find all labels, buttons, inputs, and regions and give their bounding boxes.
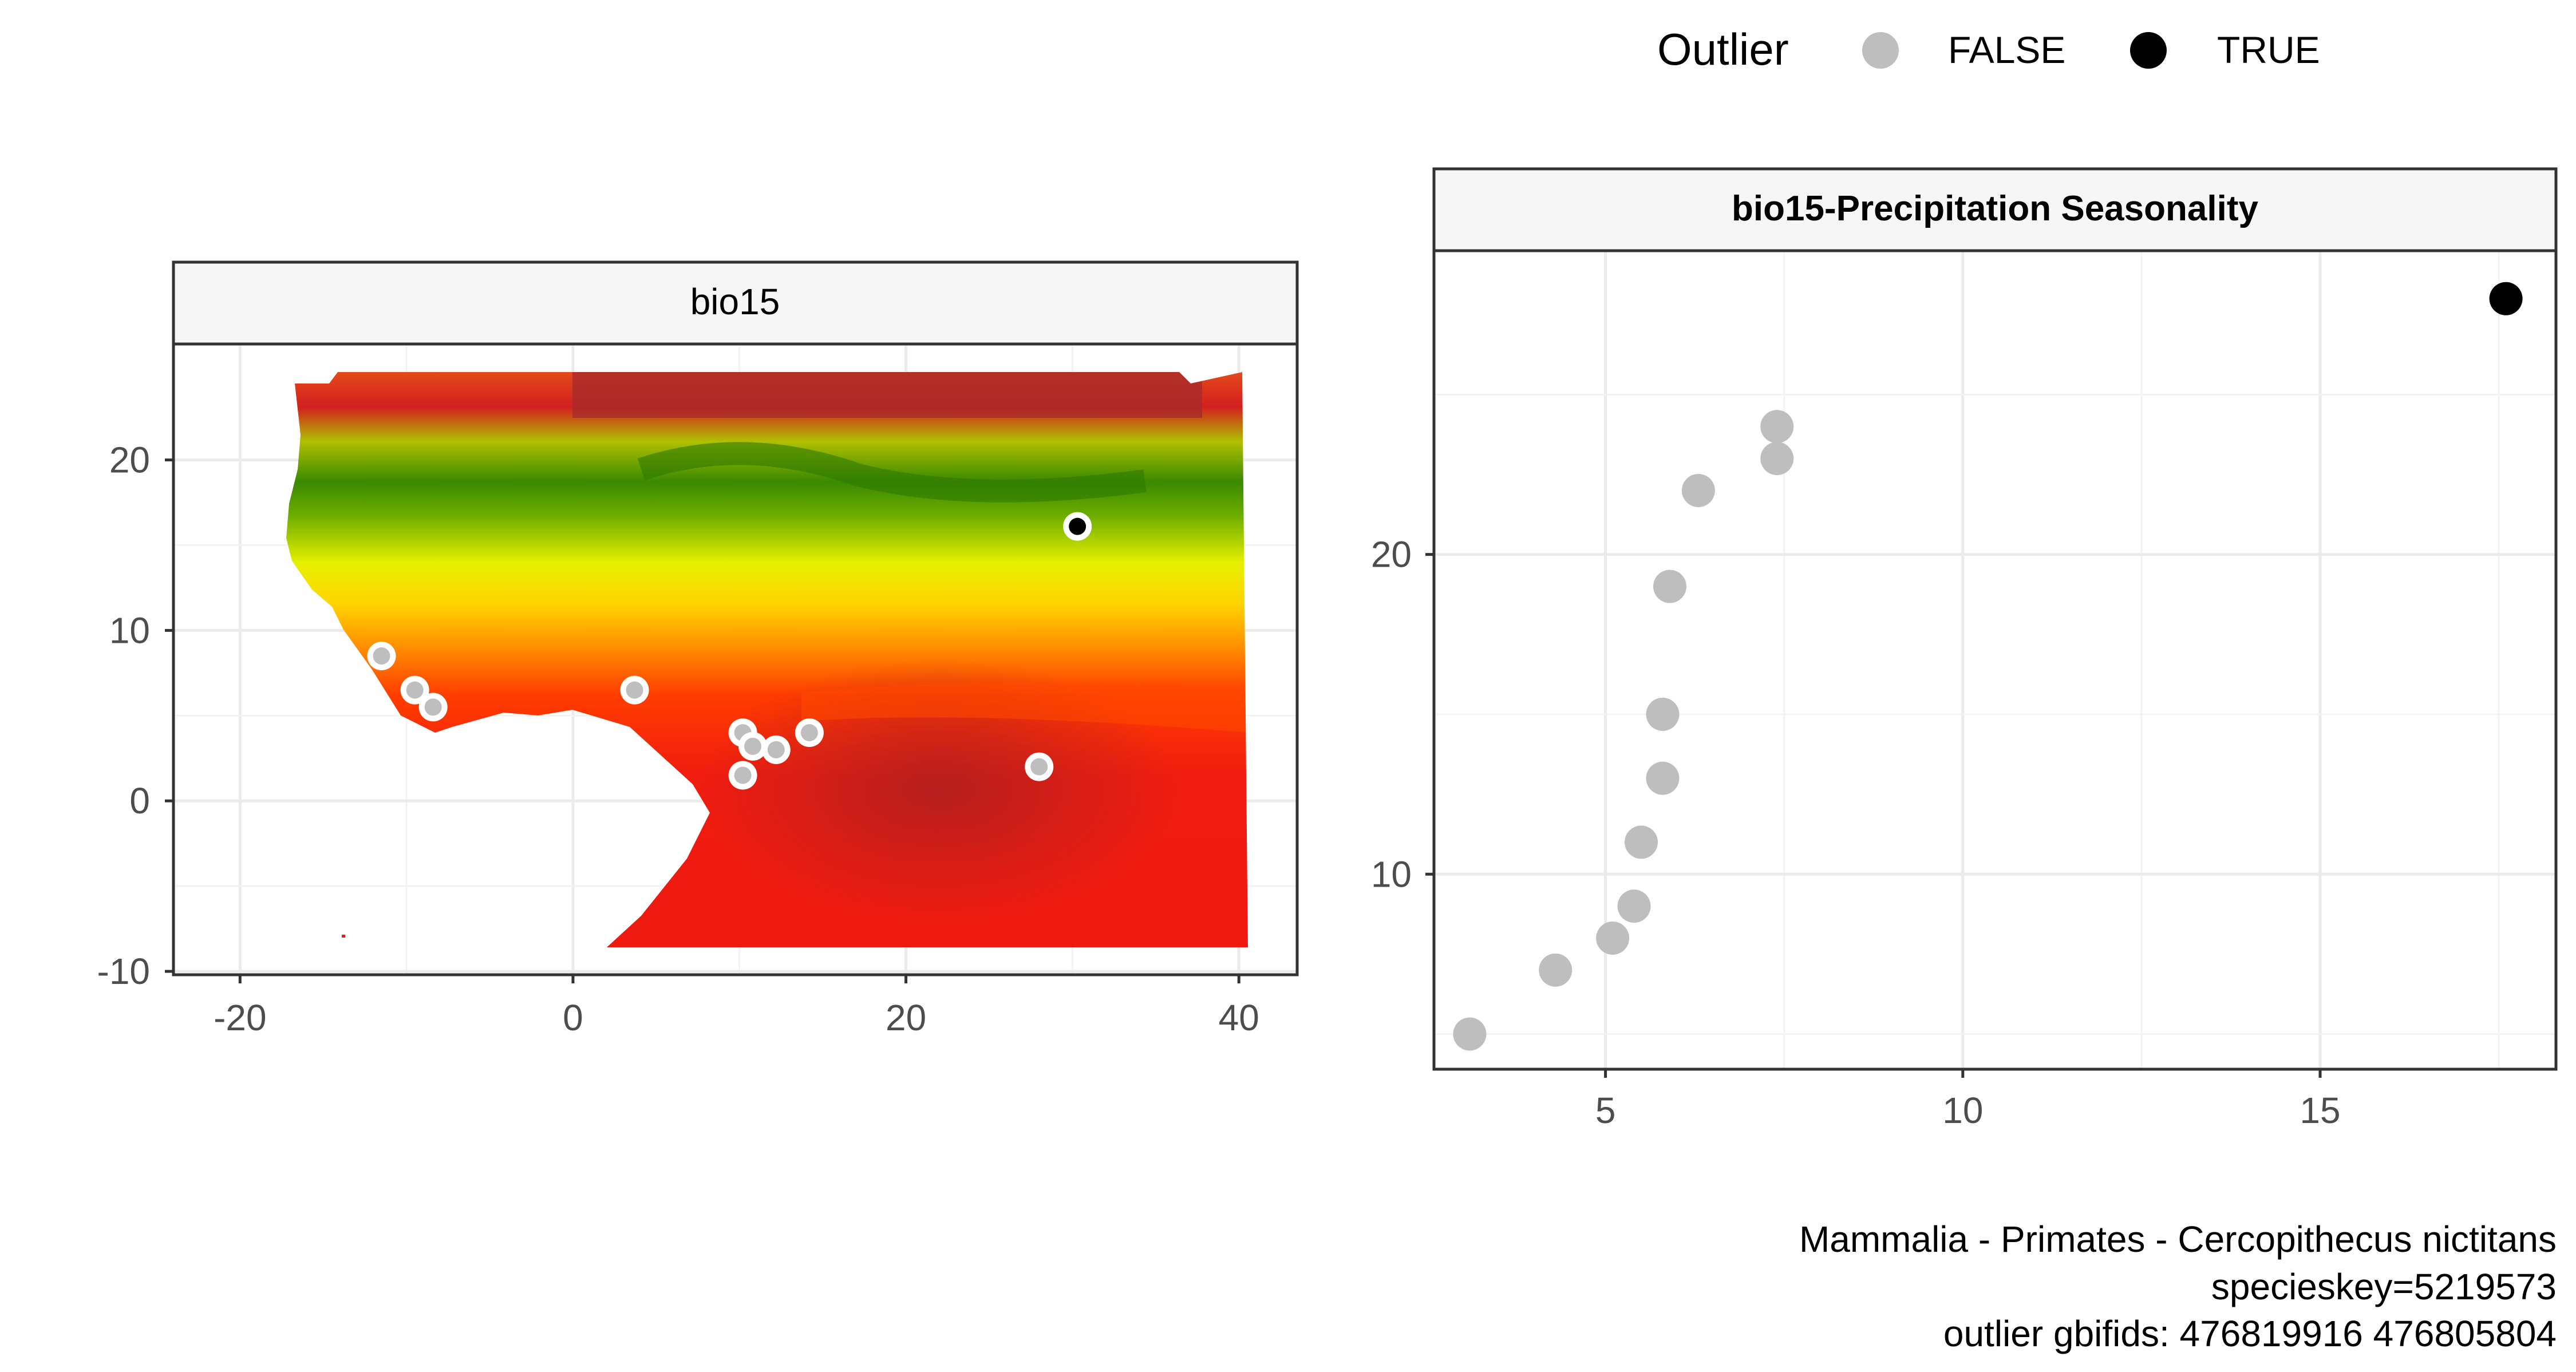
scatter-y-tick-label: 10	[1371, 853, 1412, 895]
map-strip-title: bio15	[690, 281, 780, 322]
scatter-point	[1646, 761, 1680, 795]
map-y-tick-label: 0	[129, 780, 150, 821]
map-point-outlier	[1069, 517, 1086, 535]
map-point	[744, 737, 762, 755]
map-y-tick-label: 10	[109, 610, 150, 651]
legend-label-true: TRUE	[2217, 29, 2320, 71]
map-point	[424, 698, 442, 716]
legend-label-false: FALSE	[1948, 29, 2065, 71]
scatter-x-tick-label: 10	[1942, 1090, 1983, 1131]
scatter-strip	[1432, 167, 2558, 252]
map-x-tick-label: 0	[563, 997, 583, 1038]
map-x-tick-label: 40	[1219, 997, 1259, 1038]
legend-key-true	[2130, 32, 2167, 69]
map-panel: bio15 -20 0 20 40 -10 0 10 20	[97, 260, 1299, 1038]
map-plot-border	[172, 342, 1299, 976]
map-axis-ticks: -20 0 20 40 -10 0 10 20	[97, 440, 1259, 1038]
scatter-point	[1596, 921, 1630, 955]
scatter-x-tick-label: 5	[1595, 1090, 1616, 1131]
caption: Mammalia - Primates - Cercopithecus nict…	[1799, 1219, 2557, 1354]
scatter-point	[1760, 442, 1794, 476]
map-x-tick-label: -20	[214, 997, 267, 1038]
scatter-point	[1681, 473, 1715, 507]
scatter-point	[1617, 889, 1651, 923]
legend-key-false	[1862, 32, 1899, 69]
map-point	[734, 766, 752, 784]
caption-line-3: outlier gbifids: 476819916 476805804	[1943, 1313, 2557, 1354]
scatter-point	[1760, 410, 1794, 444]
scatter-strip-title: bio15-Precipitation Seasonality	[1732, 189, 2258, 228]
caption-line-1: Mammalia - Primates - Cercopithecus nict…	[1799, 1219, 2557, 1260]
map-point	[406, 681, 424, 699]
map-occurrence-points	[367, 512, 1092, 790]
map-point	[767, 741, 785, 758]
map-x-tick-label: 20	[886, 997, 926, 1038]
scatter-point	[1625, 825, 1658, 859]
scatter-point	[1653, 570, 1686, 603]
map-point	[373, 647, 390, 665]
map-raster-speck	[342, 935, 345, 938]
scatter-plot-border	[1432, 249, 2558, 1071]
scatter-point	[1646, 697, 1680, 731]
map-raster	[286, 372, 1248, 947]
scatter-point	[1453, 1017, 1487, 1051]
legend-title: Outlier	[1657, 24, 1789, 74]
scatter-point-outlier	[2489, 282, 2523, 315]
map-point	[626, 681, 643, 699]
map-strip	[172, 260, 1299, 346]
scatter-point	[1539, 953, 1573, 987]
map-y-tick-label: 20	[109, 440, 150, 481]
scatter-points	[1453, 282, 2523, 1051]
caption-line-2: specieskey=5219573	[2211, 1266, 2557, 1307]
map-point	[1030, 758, 1048, 776]
map-y-tick-label: -10	[97, 951, 151, 992]
scatter-panel: bio15-Precipitation Seasonality 5 10 15 10 2…	[1371, 167, 2558, 1131]
scatter-axis-ticks: 5 10 15 10 20	[1371, 534, 2341, 1131]
map-point	[800, 724, 818, 742]
scatter-x-tick-label: 15	[2300, 1090, 2340, 1131]
scatter-y-tick-label: 20	[1371, 534, 1412, 575]
legend: Outlier FALSE TRUE	[1657, 24, 2320, 74]
